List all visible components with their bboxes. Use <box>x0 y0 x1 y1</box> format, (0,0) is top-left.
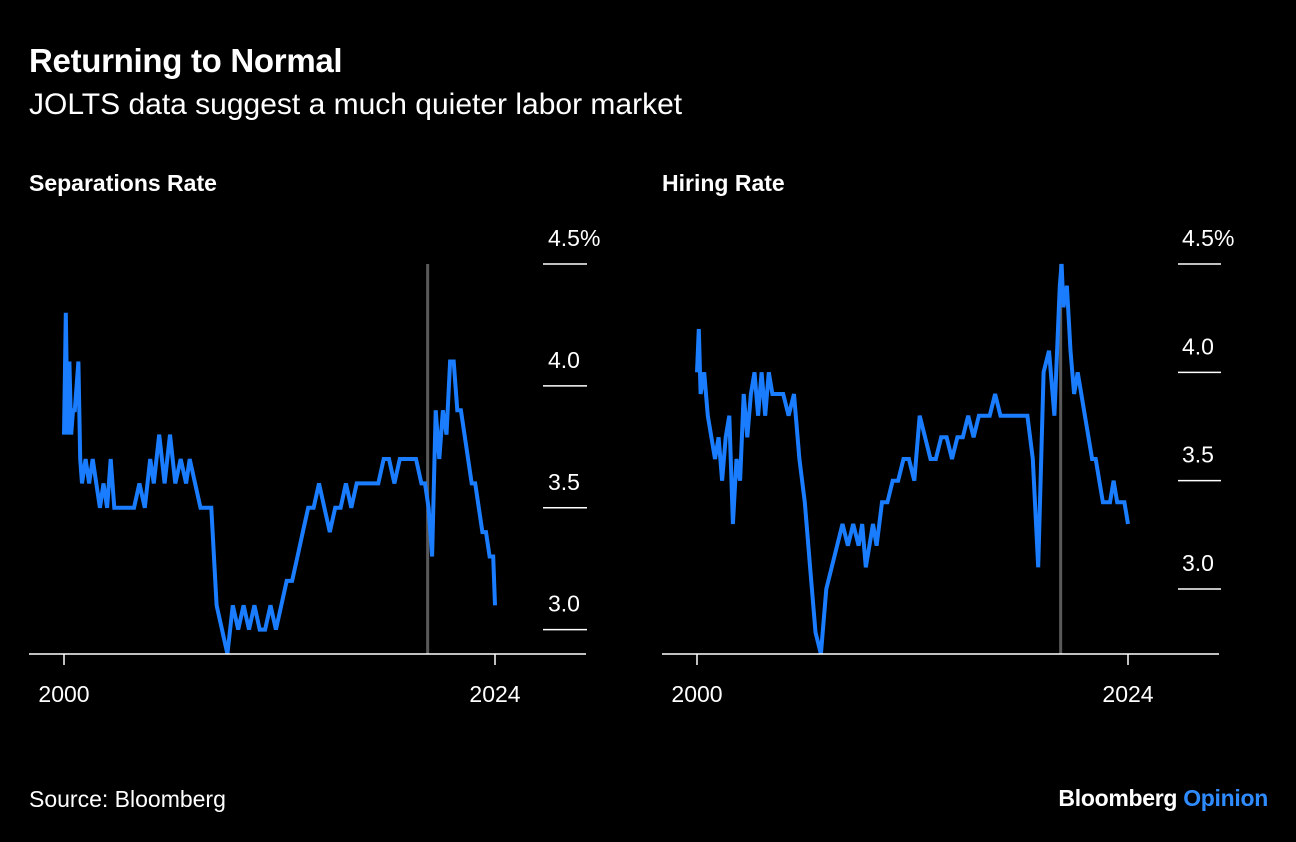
panel-title-separations: Separations Rate <box>29 170 217 196</box>
x-tick-label-1-1: 2024 <box>1102 681 1153 707</box>
x-tick-label-1-0: 2000 <box>671 681 722 707</box>
series-line-1-0 <box>695 263 1130 655</box>
brand-name: Bloomberg <box>1058 785 1178 811</box>
y-tick-label-0-1: 3.5 <box>548 469 580 495</box>
brand-logo: Bloomberg Opinion <box>1058 785 1268 812</box>
y-tick-label-0-2: 4.0 <box>548 347 580 373</box>
y-tick-label-1-2: 4.0 <box>1182 333 1214 359</box>
y-tick-label-0-0: 3.0 <box>548 591 580 617</box>
y-tick-label-1-1: 3.5 <box>1182 442 1214 468</box>
chart-subtitle: JOLTS data suggest a much quieter labor … <box>29 88 683 121</box>
chart-title: Returning to Normal <box>29 42 343 79</box>
y-tick-label-1-0: 3.0 <box>1182 550 1214 576</box>
panel-title-hiring: Hiring Rate <box>662 170 785 196</box>
source-note: Source: Bloomberg <box>29 786 226 812</box>
x-tick-label-0-1: 2024 <box>469 681 520 707</box>
y-tick-label-1-3: 4.5% <box>1182 225 1234 251</box>
y-tick-label-0-3: 4.5% <box>548 225 600 251</box>
x-tick-label-0-0: 2000 <box>38 681 89 707</box>
brand-product: Opinion <box>1183 785 1268 811</box>
series-line-0-0 <box>62 312 497 655</box>
